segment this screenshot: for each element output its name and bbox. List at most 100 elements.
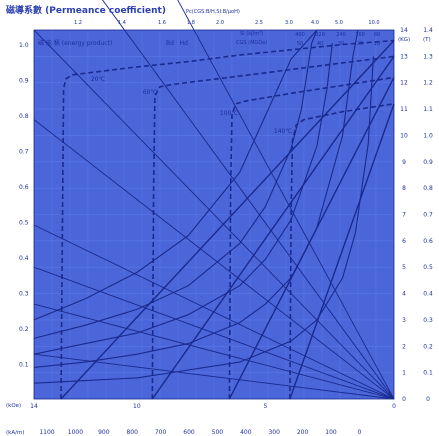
right-tick-t-label: 1.4 bbox=[423, 27, 433, 34]
right-tick-kg-label: 12 bbox=[400, 80, 408, 87]
bottom-tick-kam-label: 1100 bbox=[39, 429, 54, 436]
energy-curve-4 bbox=[33, 29, 359, 368]
left-tick-label: 0.9 bbox=[19, 78, 29, 85]
right-tick-t-label: 0.9 bbox=[423, 159, 433, 166]
temperature-label-2: 60℃ bbox=[143, 89, 158, 96]
right-axis-kg-unit: (KG) bbox=[398, 37, 410, 43]
temperature-labels: 20℃ 60℃ 100℃ 140℃ bbox=[91, 76, 293, 135]
permeance-line-5 bbox=[33, 119, 395, 400]
bottom-tick-kam-label: 800 bbox=[126, 429, 138, 436]
top-permeance-tick-label: 2.5 bbox=[255, 20, 263, 26]
demag-curve-2 bbox=[151, 55, 395, 400]
right-tick-kg-label: 0 bbox=[402, 396, 406, 403]
energy-cgs-tick-label: 10 bbox=[374, 41, 380, 47]
bottom-tick-koe-label: 14 bbox=[30, 403, 38, 410]
right-tick-t-label: 0.2 bbox=[423, 343, 433, 350]
right-tick-t-label: 1.2 bbox=[423, 80, 433, 87]
right-tick-kg-label: 6 bbox=[402, 238, 406, 245]
right-tick-kg-label: 4 bbox=[402, 291, 406, 298]
right-axis-ticks: 141312111098765432101.41.31.21.11.00.90.… bbox=[400, 27, 433, 403]
right-tick-kg-label: 14 bbox=[400, 27, 408, 34]
bottom-tick-kam-label: 300 bbox=[268, 429, 280, 436]
energy-cgs-unit: CGS (MGOe) bbox=[236, 40, 267, 46]
energy-si-tick-label: 320 bbox=[315, 32, 325, 38]
top-permeance-tick-label: 1.8 bbox=[187, 20, 195, 26]
bottom-tick-kam-label: 200 bbox=[297, 429, 309, 436]
demag-curve-3 bbox=[228, 76, 395, 400]
left-tick-label: 0.4 bbox=[19, 255, 29, 262]
permeance-line-7 bbox=[102, 0, 395, 400]
bottom-tick-kam-label: 700 bbox=[155, 429, 167, 436]
top-permeance-ticks: 1.2 1.4 1.6 1.8 2.0 2.5 3.0 4.0 5.0 10.0 bbox=[74, 20, 380, 26]
right-axis-t-unit: (T) bbox=[423, 37, 431, 43]
bottom-tick-kam-label: 500 bbox=[212, 429, 224, 436]
top-permeance-tick-label: 2.0 bbox=[216, 20, 224, 26]
right-tick-t-label: 0.6 bbox=[423, 238, 433, 245]
left-tick-label: 0.6 bbox=[19, 184, 29, 191]
right-tick-t-label: 1.3 bbox=[423, 53, 433, 60]
bd-hd-label: Bd · Hd bbox=[166, 40, 188, 47]
bottom-tick-kam-label: 900 bbox=[98, 429, 110, 436]
left-tick-label: 0.5 bbox=[19, 220, 29, 227]
demag-curve-4 bbox=[289, 103, 395, 400]
recoil-line-1 bbox=[60, 40, 395, 400]
energy-cgs-tick-label: 20 bbox=[357, 41, 363, 47]
right-tick-t-label: 0.5 bbox=[423, 264, 433, 271]
right-tick-t-label: 0.8 bbox=[423, 185, 433, 192]
right-tick-kg-label: 3 bbox=[402, 317, 406, 324]
right-tick-t-label: 1.1 bbox=[423, 106, 433, 113]
right-tick-t-label: 0 bbox=[426, 396, 430, 403]
energy-si-tick-label: 80 bbox=[374, 32, 380, 38]
demag-curves-dashed bbox=[60, 39, 395, 400]
right-tick-kg-label: 11 bbox=[400, 106, 408, 113]
demag-curve-1 bbox=[60, 39, 395, 400]
top-energy-ticks: 400 320 240 160 80 50 40 30 20 10 bbox=[295, 32, 380, 47]
top-permeance-tick-label: 4.0 bbox=[311, 20, 319, 26]
right-tick-kg-label: 8 bbox=[402, 185, 406, 192]
energy-cgs-tick-label: 40 bbox=[317, 41, 323, 47]
energy-cgs-tick-label: 50 bbox=[297, 41, 303, 47]
right-tick-t-label: 0.1 bbox=[423, 370, 433, 377]
bottom-tick-koe-label: 0 bbox=[392, 403, 396, 410]
chart-subtitle: 磁 能 積 (energy product) bbox=[38, 39, 112, 47]
plot-frame bbox=[33, 29, 395, 400]
energy-cgs-tick-label: 30 bbox=[338, 41, 344, 47]
chart-title: 磁導系數 (Permeance coefficient) bbox=[6, 4, 166, 16]
right-tick-t-label: 0.3 bbox=[423, 317, 433, 324]
bottom-tick-kam-label: 1000 bbox=[68, 429, 83, 436]
energy-si-tick-label: 160 bbox=[355, 32, 365, 38]
right-tick-t-label: 0.7 bbox=[423, 212, 433, 219]
top-permeance-tick-label: 5.0 bbox=[335, 20, 343, 26]
right-tick-kg-label: 2 bbox=[402, 343, 406, 350]
left-tick-label: 0.8 bbox=[19, 113, 29, 120]
bottom-tick-kam-label: 400 bbox=[240, 429, 252, 436]
energy-si-tick-label: 240 bbox=[336, 32, 346, 38]
left-tick-label: 0.3 bbox=[19, 291, 29, 298]
right-tick-kg-label: 5 bbox=[402, 264, 406, 271]
energy-si-tick-label: 400 bbox=[295, 32, 305, 38]
right-tick-t-label: 0.4 bbox=[423, 291, 433, 298]
recoil-line-4 bbox=[289, 103, 395, 400]
grid bbox=[34, 30, 394, 399]
right-tick-kg-label: 1 bbox=[402, 370, 406, 377]
top-permeance-tick-label: 1.6 bbox=[158, 20, 166, 26]
right-tick-kg-label: 13 bbox=[400, 53, 408, 60]
chart-title-note: Pc(CGS:B/H,SI:B/μoH) bbox=[186, 9, 240, 15]
bottom-axis-kam-unit: (kA/m) bbox=[6, 430, 24, 436]
bottom-tick-kam-label: 600 bbox=[183, 429, 195, 436]
temperature-label-4: 140℃ bbox=[274, 128, 292, 135]
bottom-tick-kam-label: 100 bbox=[325, 429, 337, 436]
top-permeance-tick-label: 3.0 bbox=[285, 20, 293, 26]
top-permeance-tick-label: 10.0 bbox=[368, 20, 379, 26]
top-permeance-tick-label: 1.2 bbox=[74, 20, 82, 26]
left-axis-ticks: 1.0 0.9 0.8 0.7 0.6 0.5 0.4 0.3 0.2 0.1 bbox=[19, 42, 29, 369]
right-tick-kg-label: 9 bbox=[402, 159, 406, 166]
right-tick-t-label: 1.0 bbox=[423, 132, 433, 139]
temperature-label-3: 100℃ bbox=[220, 110, 238, 117]
right-tick-kg-label: 10 bbox=[400, 132, 408, 139]
recoil-line-3 bbox=[228, 77, 395, 400]
permeance-line-8 bbox=[177, 0, 395, 400]
bottom-tick-koe-label: 5 bbox=[264, 403, 268, 410]
permeance-line-6 bbox=[33, 29, 395, 400]
